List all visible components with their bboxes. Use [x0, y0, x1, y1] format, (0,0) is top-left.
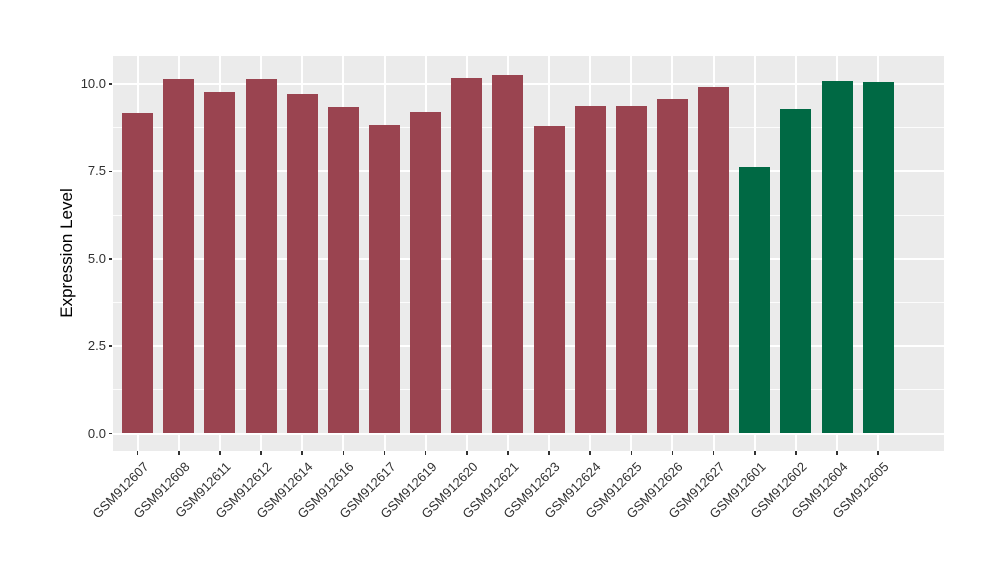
h-gridline-minor: [113, 301, 944, 303]
x-axis-tick: [178, 451, 180, 455]
x-axis-tick: [383, 451, 386, 455]
y-tick-label: 5.0: [87, 250, 106, 266]
bar: [410, 112, 442, 434]
x-axis-tick: [136, 451, 139, 455]
bar: [615, 106, 647, 434]
x-axis-tick: [424, 451, 427, 455]
x-axis-tick: [589, 451, 591, 455]
bar: [286, 94, 318, 434]
h-gridline-major: [113, 432, 944, 435]
x-axis-tick: [754, 451, 756, 455]
x-axis-tick: [712, 451, 715, 455]
bar: [533, 125, 565, 434]
y-tick-label: 7.5: [87, 163, 106, 179]
bar: [780, 109, 812, 434]
bar: [451, 78, 483, 434]
bar: [204, 91, 236, 434]
h-gridline-major: [113, 170, 944, 173]
x-axis-tick: [219, 451, 221, 455]
x-axis-tick: [507, 451, 509, 455]
x-axis-tick: [671, 451, 674, 455]
h-gridline-minor: [113, 127, 944, 129]
bar: [739, 166, 771, 434]
x-axis-tick: [877, 451, 879, 455]
y-axis-tick: [108, 345, 112, 347]
bar: [698, 87, 730, 434]
bar: [574, 106, 606, 434]
bar: [245, 79, 277, 434]
h-gridline-major: [113, 257, 944, 260]
plot-panel: [113, 56, 944, 451]
y-tick-label: 2.5: [87, 338, 106, 354]
y-axis-tick: [108, 83, 112, 85]
y-axis-tick: [108, 258, 112, 260]
bar: [821, 80, 853, 434]
y-tick-label: 0.0: [87, 425, 106, 441]
h-gridline-minor: [113, 389, 944, 391]
x-axis-tick: [548, 451, 550, 455]
h-gridline-minor: [113, 214, 944, 216]
bar: [122, 113, 154, 434]
bar: [327, 106, 359, 434]
x-axis-tick: [630, 451, 633, 455]
y-tick-label: 10.0: [80, 76, 106, 91]
y-axis-tick: [108, 170, 112, 173]
x-axis-tick: [466, 451, 468, 455]
bar: [492, 74, 524, 434]
bar: [163, 79, 195, 434]
h-gridline-major: [113, 83, 944, 85]
x-axis-tick: [301, 451, 303, 455]
y-axis-tick: [108, 432, 112, 435]
bar: [369, 124, 400, 434]
bar: [862, 81, 894, 434]
h-gridline-major: [113, 345, 944, 348]
x-axis-tick: [260, 451, 262, 455]
x-axis-tick: [342, 451, 345, 455]
x-axis-tick: [836, 451, 838, 455]
bar: [656, 98, 688, 434]
x-axis-tick: [795, 451, 797, 455]
